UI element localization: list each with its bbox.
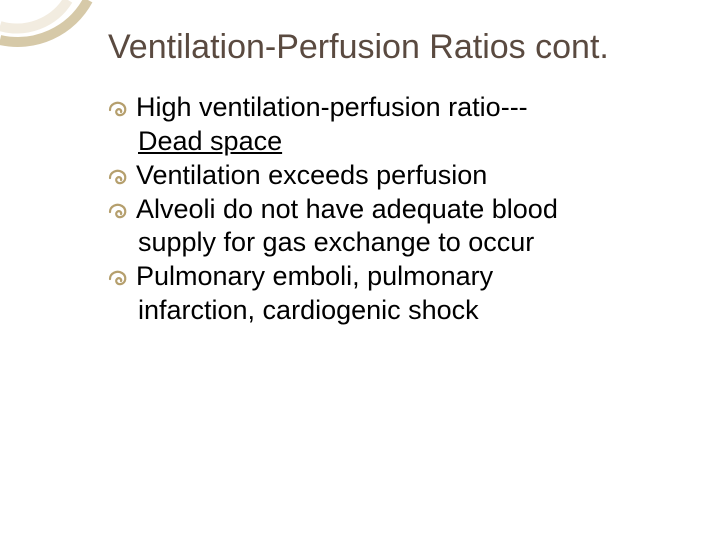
bullet-continuation: Dead space [108, 126, 670, 158]
swirl-icon [108, 199, 132, 221]
bullet-text: Pulmonary emboli, pulmonary [136, 261, 493, 291]
swirl-icon [108, 165, 132, 187]
bullet-text: High ventilation-perfusion ratio--- [136, 92, 528, 122]
bullet-item: Pulmonary emboli, pulmonary [108, 261, 670, 293]
slide-title: Ventilation-Perfusion Ratios cont. [108, 28, 680, 67]
slide-body: High ventilation-perfusion ratio--- Dead… [108, 92, 670, 329]
bullet-item: High ventilation-perfusion ratio--- [108, 92, 670, 124]
bullet-item: Ventilation exceeds perfusion [108, 160, 670, 192]
slide: Ventilation-Perfusion Ratios cont. High … [0, 0, 720, 540]
bullet-item: Alveoli do not have adequate blood [108, 194, 670, 226]
bullet-continuation: infarction, cardiogenic shock [108, 295, 670, 327]
underlined-text: Dead space [138, 126, 282, 156]
plain-text: infarction, cardiogenic shock [138, 295, 479, 325]
bullet-text: Ventilation exceeds perfusion [136, 160, 487, 190]
corner-decoration [0, 0, 98, 58]
bullet-continuation: supply for gas exchange to occur [108, 227, 670, 259]
plain-text: supply for gas exchange to occur [138, 227, 534, 257]
bullet-text: Alveoli do not have adequate blood [136, 194, 558, 224]
swirl-icon [108, 266, 132, 288]
swirl-icon [108, 97, 132, 119]
